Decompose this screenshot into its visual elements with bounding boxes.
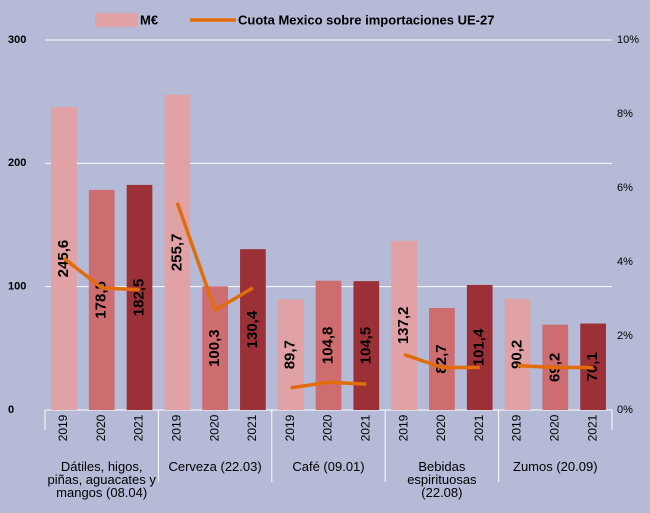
bar: [240, 249, 266, 410]
legend-swatch: [95, 13, 137, 27]
x-tick-label: 2019: [283, 414, 297, 441]
x-tick-label: 2019: [56, 414, 70, 441]
bar: [126, 184, 153, 410]
x-tick-label: 2019: [169, 414, 183, 441]
line-series: [62, 256, 140, 292]
x-tick-label: 2020: [321, 414, 335, 441]
data-label: 82,7: [433, 344, 450, 373]
bar: [164, 94, 191, 411]
y2-tick-label: 8%: [617, 108, 633, 120]
x-tick-label: 2020: [434, 414, 448, 441]
bar: [504, 298, 531, 410]
group-label: Dátiles, higos, piñas, aguacates y mango…: [47, 459, 156, 500]
x-tick-label: 2021: [245, 414, 259, 441]
bar: [391, 240, 417, 410]
bar: [466, 284, 493, 410]
data-label: 137,2: [395, 307, 412, 345]
y-tick-label: 0: [8, 404, 14, 416]
line-series: [175, 202, 254, 312]
data-label: 89,7: [282, 340, 299, 369]
data-label: 245,6: [55, 240, 72, 278]
x-tick-label: 2020: [207, 414, 221, 441]
group-label: Bebidas espirituosas (22.08): [407, 459, 477, 500]
bar: [315, 280, 342, 410]
line-series: [290, 380, 367, 390]
x-tick-label: 2021: [472, 414, 486, 441]
bar: [353, 281, 380, 410]
group-label: Café (09.01): [292, 459, 365, 474]
x-tick-label: 2020: [547, 414, 561, 441]
y2-tick-label: 4%: [617, 256, 633, 268]
data-label: 255,7: [168, 234, 185, 272]
legend-label: Cuota Mexico sobre importaciones UE-27: [238, 12, 494, 27]
x-tick-label: 2021: [358, 414, 372, 441]
y2-tick-label: 6%: [617, 182, 633, 194]
data-label: 104,8: [319, 327, 336, 365]
data-label: 104,5: [357, 327, 374, 365]
bar: [429, 308, 455, 410]
data-label: 100,3: [206, 329, 223, 367]
y2-tick-label: 10%: [617, 34, 639, 46]
bar: [277, 299, 304, 410]
x-tick-label: 2021: [132, 414, 146, 441]
group-label: Zumos (20.09): [513, 459, 598, 474]
data-label: 182,5: [130, 279, 147, 317]
x-tick-label: 2020: [94, 414, 108, 441]
bar: [88, 189, 115, 410]
y2-tick-label: 0%: [617, 404, 633, 416]
data-label: 90,2: [508, 340, 525, 369]
line-series: [517, 363, 594, 370]
y-tick-label: 100: [8, 281, 26, 293]
y-tick-label: 300: [8, 34, 26, 46]
group-label: Cerveza (22.03): [168, 459, 262, 474]
data-label: 101,4: [471, 328, 488, 366]
legend-label: M€: [140, 12, 158, 27]
y2-tick-label: 2%: [617, 330, 633, 342]
y-tick-label: 200: [8, 157, 26, 169]
data-label: 130,4: [244, 310, 261, 348]
x-tick-label: 2019: [396, 414, 410, 441]
x-tick-label: 2021: [585, 414, 599, 441]
line-series: [403, 352, 480, 370]
x-tick-label: 2019: [510, 414, 524, 441]
data-label: 178,5: [93, 281, 110, 319]
